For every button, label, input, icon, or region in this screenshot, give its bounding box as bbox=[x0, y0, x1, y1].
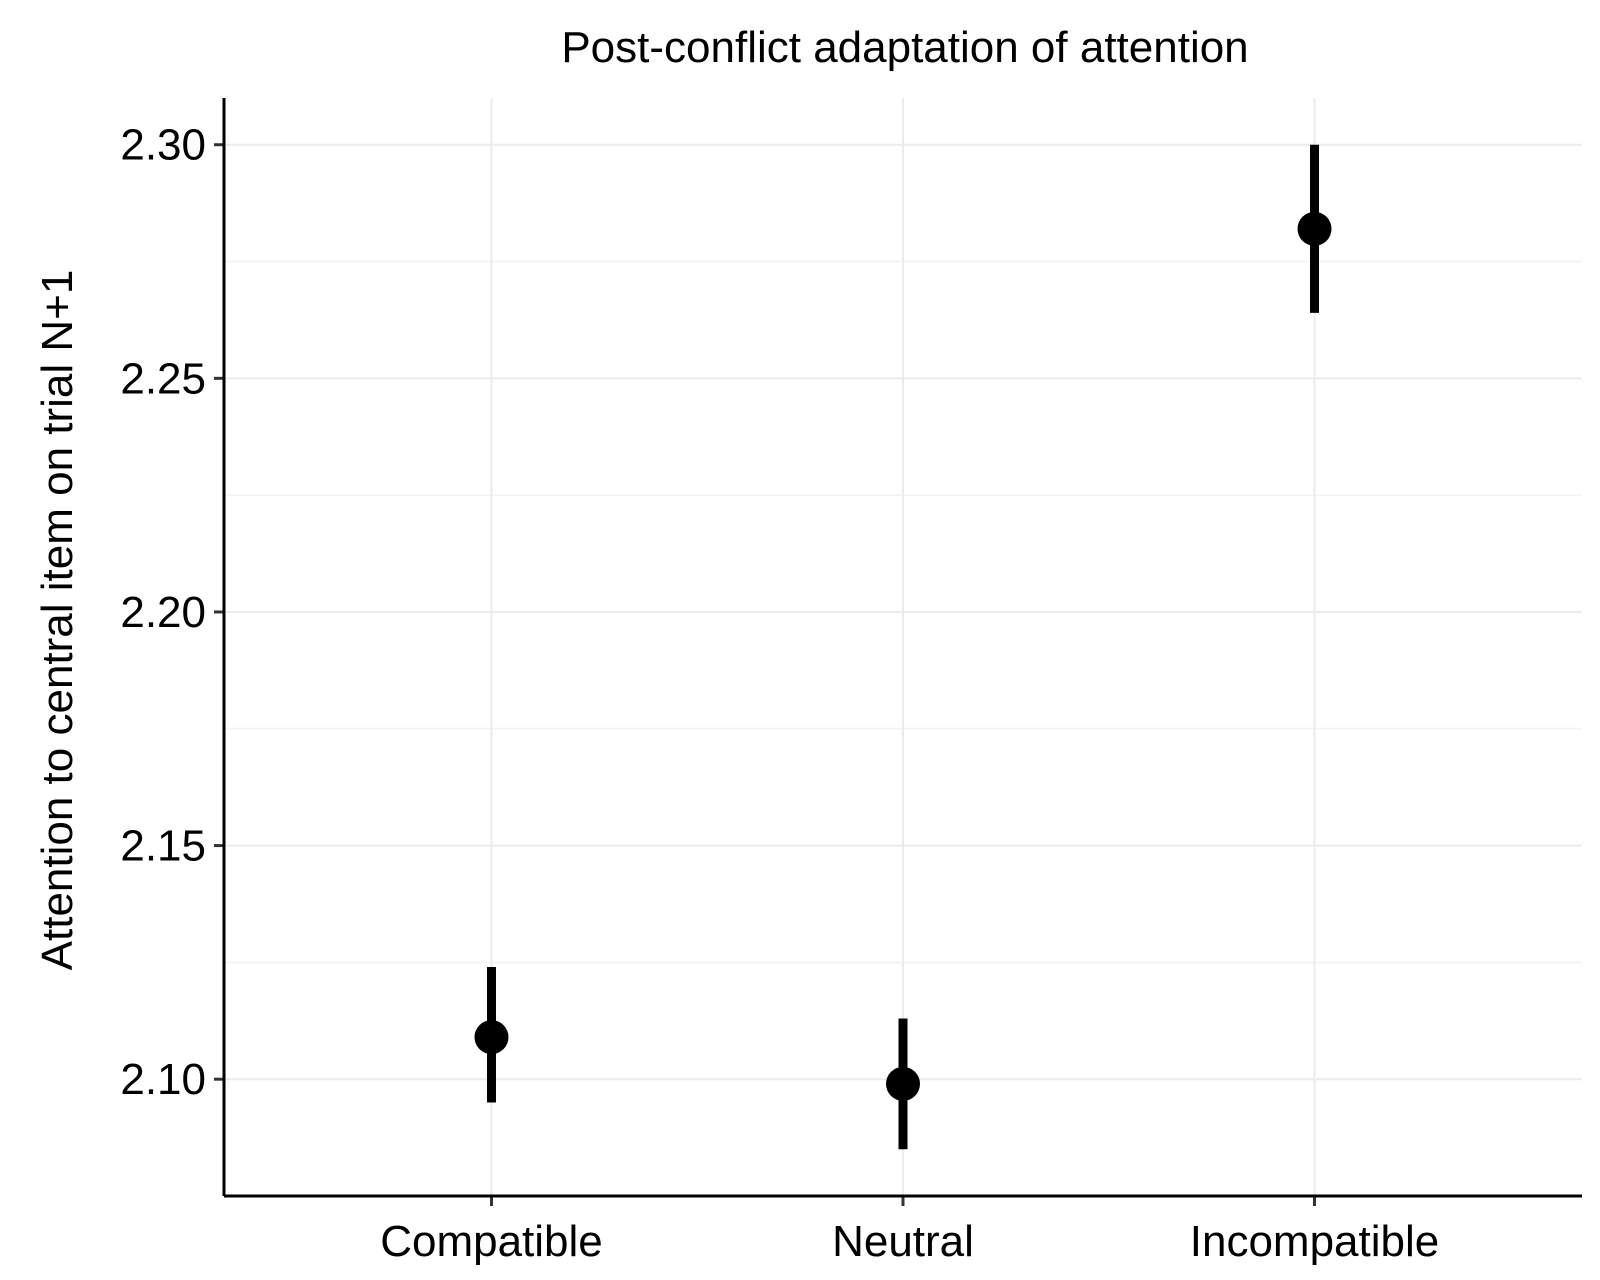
axes bbox=[214, 98, 1582, 1206]
y-tick-label: 2.20 bbox=[120, 588, 206, 637]
tick-labels: 2.10 2.15 2.20 2.25 2.30 Compatible Neutral Inc… bbox=[120, 121, 1439, 1266]
y-axis-label: Attention to central item on trial N+1 bbox=[33, 270, 82, 971]
chart-title: Post-conflict adaptation of attention bbox=[561, 23, 1248, 72]
x-tick-label: Neutral bbox=[832, 1217, 974, 1266]
x-tick-label: Compatible bbox=[380, 1217, 603, 1266]
y-tick-label: 2.30 bbox=[120, 121, 206, 170]
data-marks bbox=[474, 144, 1332, 1150]
x-tick-label: Incompatible bbox=[1190, 1217, 1439, 1266]
y-tick-label: 2.25 bbox=[120, 354, 206, 403]
y-tick-label: 2.10 bbox=[120, 1055, 206, 1104]
data-point bbox=[474, 1020, 509, 1055]
data-point bbox=[1297, 211, 1332, 246]
y-tick-label: 2.15 bbox=[120, 822, 206, 871]
data-point bbox=[886, 1066, 920, 1101]
